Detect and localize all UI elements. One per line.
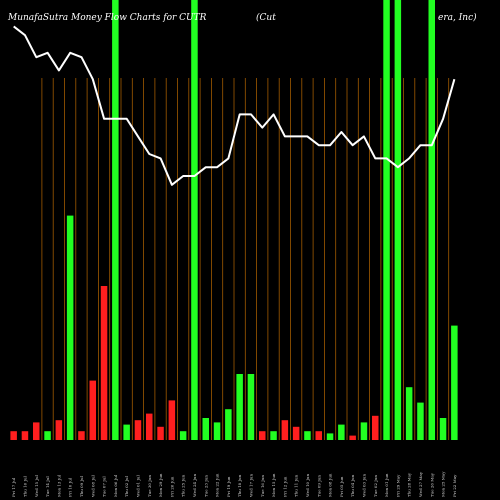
title-part-2: (Cut (256, 12, 276, 23)
bar-30 (338, 424, 345, 440)
bar-8 (89, 380, 96, 440)
x-tick-label: Mon 22 Jun (215, 473, 220, 497)
bar-15 (168, 400, 176, 440)
x-tick-label: Fri 29 May (395, 474, 400, 497)
bar-34 (383, 0, 390, 440)
bar-29 (326, 433, 334, 440)
x-tick-label: Wed 01 Jul (135, 474, 140, 497)
x-tick-label: Thu 02 Jul (124, 475, 129, 497)
x-tick-label: Fri 22 May (452, 474, 457, 497)
x-tick-label: Thu 04 Jun (350, 474, 355, 497)
bar-18 (202, 418, 209, 440)
x-tick-label: Tue 02 Jun (373, 475, 378, 497)
x-tick-label: Mon 01 Jun (384, 473, 389, 497)
x-tick-label: Thu 11 Jun (294, 474, 299, 497)
bar-32 (360, 422, 368, 440)
grid-lines (41, 78, 450, 440)
x-tick-label: Thu 25 Jun (181, 474, 186, 497)
x-tick-label: Tue 30 Jun (147, 475, 152, 497)
x-tick-label: Mon 29 Jun (158, 473, 163, 497)
bar-35 (394, 0, 402, 440)
bar-14 (157, 426, 164, 440)
bar-3 (33, 422, 40, 440)
bar-20 (225, 409, 232, 440)
x-tick-label: Wed 17 Jun (248, 473, 253, 497)
title-part-3: era, Inc) (438, 12, 477, 23)
bars (10, 0, 458, 440)
bar-21 (236, 374, 243, 440)
x-tick-label: Wed 08 Jul (90, 474, 95, 497)
bar-22 (247, 374, 255, 440)
bar-28 (315, 431, 322, 440)
bar-9 (100, 286, 108, 440)
bar-26 (292, 426, 300, 440)
bar-38 (428, 0, 435, 440)
x-tick-label: Fri 19 Jun (226, 476, 231, 497)
bar-17 (191, 0, 198, 440)
bar-36 (405, 387, 413, 440)
x-tick-label: Tue 23 Jun (203, 475, 208, 497)
x-tick-label: Fri 05 Jun (339, 476, 344, 497)
x-tick-label: Wed 27 May (418, 471, 423, 497)
bar-4 (44, 431, 51, 440)
bar-39 (439, 418, 447, 440)
bar-37 (417, 402, 424, 440)
x-tick-label: Wed 15 Jul (34, 474, 39, 497)
x-tick-label: Thu 16 Jul (22, 475, 27, 497)
x-tick-label: Mon 15 Jun (271, 473, 276, 497)
bar-11 (123, 424, 130, 440)
x-tick-label: Thu 09 Jul (79, 475, 84, 497)
bar-5 (55, 420, 63, 440)
bar-24 (270, 431, 277, 440)
x-tick-label: Mon 13 Jul (56, 474, 61, 497)
bar-19 (213, 422, 221, 440)
trend-line (13, 25, 456, 186)
x-tick-label: Tue 16 Jun (260, 475, 265, 497)
x-tick-label: Tue 26 May (429, 472, 434, 497)
bar-6 (66, 215, 74, 440)
bar-1 (10, 431, 17, 440)
bar-10 (112, 0, 119, 440)
trend-line-layer (13, 25, 456, 186)
bar-13 (146, 413, 153, 440)
x-tick-label: Wed 10 Jun (305, 473, 310, 497)
bar-40 (451, 325, 458, 440)
bar-2 (21, 431, 29, 440)
bar-33 (372, 415, 379, 440)
bar-25 (281, 420, 289, 440)
x-tick-label: Fri 10 Jul (68, 477, 73, 497)
bar-23 (259, 431, 266, 440)
x-tick-label: Fri 17 Jul (11, 477, 16, 497)
x-tick-label: Fri 12 Jun (282, 476, 287, 497)
bar-31 (349, 435, 356, 440)
title-part-1: MunafaSutra Money Flow Charts for CUTR (7, 13, 207, 23)
x-tick-label: Mon 08 Jun (328, 473, 333, 497)
bar-27 (304, 431, 311, 440)
x-tick-label: Tue 09 Jun (316, 475, 321, 497)
bar-12 (134, 420, 142, 440)
x-tick-label: Wed 03 Jun (361, 473, 366, 497)
x-tick-label: Mon 06 Jul (113, 474, 118, 497)
chart-title: MunafaSutra Money Flow Charts for CUTR (… (7, 12, 477, 23)
x-tick-label: Fri 26 Jun (169, 476, 174, 497)
x-tick-label: Thu 18 Jun (237, 474, 242, 497)
x-tick-label: Wed 24 Jun (192, 473, 197, 497)
x-tick-label: Mon 25 May (441, 471, 446, 497)
x-tick-label: Thu 28 May (407, 472, 412, 497)
x-tick-labels: Fri 17 Jul Thu 16 Jul Wed 15 Jul Tue 14 Jul… (11, 471, 457, 497)
bar-7 (78, 431, 85, 440)
bar-16 (179, 431, 187, 440)
x-tick-label: Tue 07 Jul (102, 476, 107, 497)
x-tick-label: Tue 14 Jul (45, 476, 50, 497)
